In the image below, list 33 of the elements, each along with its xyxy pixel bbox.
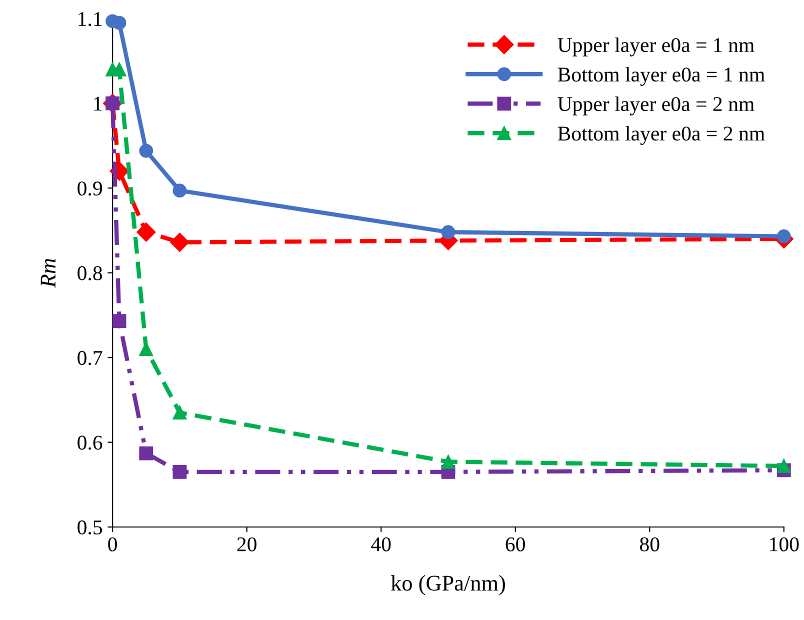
y-axis-title: Rm (40, 258, 56, 288)
legend-label: Bottom layer e0a = 1 nm (558, 66, 765, 86)
point (112, 16, 126, 30)
legend-label: Upper layer e0a = 2 nm (558, 96, 754, 116)
legend-label: Upper layer e0a = 1 nm (558, 37, 754, 56)
x-tick-label: 0 (108, 537, 117, 552)
point (172, 406, 187, 420)
legend-label: Bottom layer e0a = 2 nm (558, 126, 765, 145)
point (170, 232, 190, 252)
y-tick-label: 0.6 (78, 436, 102, 450)
y-tick-label: 0.5 (78, 520, 102, 535)
point (172, 184, 187, 198)
point (139, 144, 154, 158)
point (139, 342, 154, 356)
x-tick-label: 80 (640, 537, 660, 552)
y-tick-label: 1 (94, 96, 102, 111)
y-tick-label: 1.1 (78, 12, 102, 26)
y-tick-label: 0.7 (78, 350, 102, 366)
point (136, 222, 156, 242)
point (172, 464, 187, 479)
point (112, 314, 126, 328)
point (441, 225, 456, 240)
x-tick-label: 60 (506, 537, 525, 552)
point (112, 62, 126, 76)
point (441, 454, 456, 469)
x-axis-title: ko (GPa/nm) (390, 575, 505, 596)
x-tick-label: 100 (770, 537, 799, 552)
y-tick-label: 0.9 (78, 181, 102, 196)
x-tick-label: 40 (371, 537, 391, 552)
x-tick-label: 20 (237, 537, 256, 552)
point (776, 459, 791, 473)
y-tick-label: 0.8 (78, 266, 102, 280)
point (139, 446, 154, 460)
